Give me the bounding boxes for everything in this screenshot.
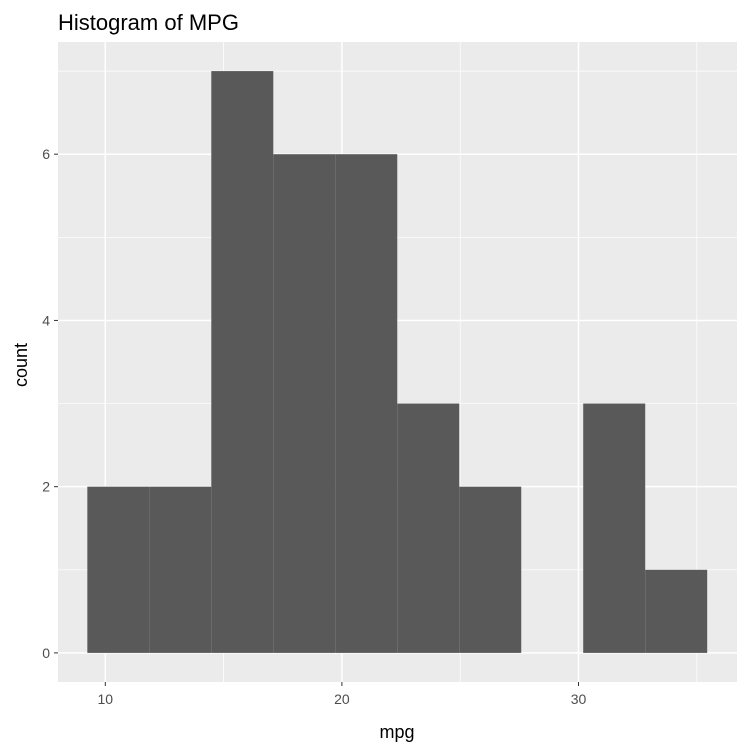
- histogram-bar: [583, 403, 646, 653]
- y-axis-label: count: [11, 343, 31, 387]
- x-axis: 10 20 30: [98, 682, 587, 707]
- x-axis-label: mpg: [379, 722, 414, 742]
- y-tick-label: 2: [42, 479, 50, 495]
- y-tick-label: 0: [42, 645, 50, 661]
- histogram-bars: [87, 71, 708, 653]
- chart-title: Histogram of MPG: [58, 10, 239, 35]
- histogram-bar: [87, 486, 150, 653]
- histogram-bar: [397, 403, 460, 653]
- histogram-bar: [459, 486, 522, 653]
- x-tick-label: 30: [571, 691, 587, 707]
- histogram-bar: [335, 154, 398, 653]
- x-tick-label: 10: [98, 691, 114, 707]
- histogram-bar: [211, 71, 274, 653]
- histogram-bar: [273, 154, 336, 653]
- y-axis: 0 2 4 6: [42, 146, 58, 661]
- histogram-bar: [149, 486, 212, 653]
- x-tick-label: 20: [334, 691, 350, 707]
- y-tick-label: 6: [42, 146, 50, 162]
- y-tick-label: 4: [42, 312, 50, 328]
- histogram-bar: [645, 569, 708, 653]
